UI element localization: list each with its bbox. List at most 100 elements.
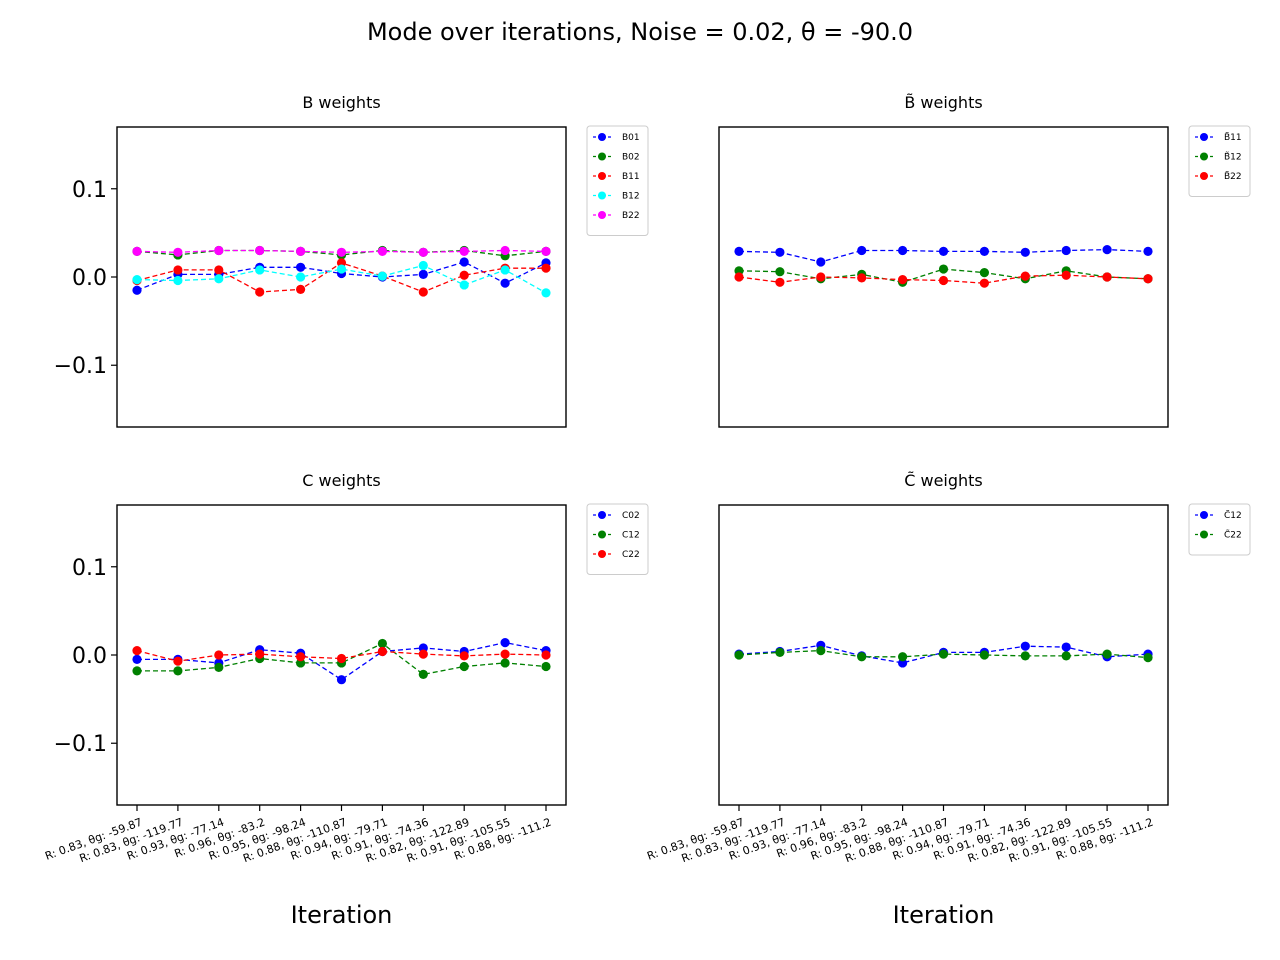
y-tick-label: 0.0 (72, 266, 107, 291)
y-tick-label: 0.0 (72, 644, 107, 669)
data-point (857, 273, 867, 283)
legend-label: B22 (622, 211, 640, 221)
data-point (816, 272, 826, 282)
data-point (418, 269, 428, 279)
data-point (541, 263, 551, 273)
data-point (1061, 245, 1071, 256)
data-point (296, 272, 306, 282)
legend-marker (598, 172, 606, 180)
data-point (816, 257, 826, 267)
data-point (459, 661, 469, 672)
data-point (1020, 247, 1030, 257)
data-point (418, 669, 428, 680)
data-point (459, 280, 469, 290)
y-tick-label: −0.1 (54, 354, 107, 379)
series-line (136, 264, 547, 294)
data-point (775, 277, 785, 287)
data-point (979, 650, 990, 660)
data-point (541, 246, 551, 257)
data-point (255, 287, 265, 297)
data-point (1020, 271, 1030, 281)
legend-label: C̃12 (1224, 509, 1242, 521)
data-point (132, 666, 142, 676)
subplot-title: C weights (302, 471, 381, 490)
data-point (132, 275, 142, 285)
legend-label: C̃22 (1224, 529, 1242, 541)
data-point (979, 246, 990, 257)
x-axis-label: Iteration (893, 901, 995, 929)
data-point (418, 649, 428, 659)
data-point (296, 284, 306, 294)
data-point (734, 246, 744, 257)
legend-marker (1200, 530, 1208, 539)
data-point (173, 247, 183, 257)
data-point (255, 649, 265, 659)
data-point (214, 662, 224, 672)
data-point (336, 264, 347, 274)
data-point (336, 675, 347, 685)
data-point (775, 267, 785, 277)
data-point (775, 647, 785, 657)
data-point (336, 247, 347, 257)
data-point (857, 245, 867, 256)
data-point (500, 658, 510, 668)
data-point (1020, 651, 1030, 661)
data-point (173, 656, 183, 666)
data-point (377, 271, 387, 281)
data-point (500, 245, 510, 256)
data-point (898, 245, 908, 256)
data-point (500, 638, 510, 648)
data-point (418, 247, 428, 257)
legend-label: C12 (622, 531, 640, 541)
series-line (136, 249, 547, 257)
data-point (775, 247, 785, 257)
data-point (377, 246, 387, 257)
data-point (1143, 274, 1153, 284)
y-tick-label: 0.1 (72, 556, 107, 581)
data-point (979, 267, 990, 278)
data-point (541, 661, 551, 672)
figure-title: Mode over iterations, Noise = 0.02, θ = … (367, 18, 913, 46)
legend-label: C22 (622, 550, 640, 560)
subplot-title: C̃ weights (904, 471, 983, 490)
legend-marker (598, 550, 606, 558)
legend-marker (598, 530, 606, 539)
data-point (938, 264, 949, 274)
data-point (214, 265, 224, 275)
series-line (137, 641, 547, 681)
legend-marker (598, 191, 606, 200)
data-point (1143, 246, 1153, 257)
data-point (214, 650, 224, 660)
legend-marker (598, 211, 606, 219)
legend-marker (1200, 152, 1208, 161)
data-point (173, 666, 183, 676)
legend-label: C02 (622, 511, 640, 521)
legend-label: B01 (622, 133, 640, 143)
subplot-2: B̃ weights B̃11 B̃12 B̃22 (718, 93, 1251, 428)
series-line (738, 649, 1149, 659)
data-point (734, 272, 744, 282)
data-point (500, 649, 510, 659)
data-point (1020, 641, 1030, 651)
data-point (459, 270, 469, 280)
data-point (132, 654, 142, 665)
axes-frame (718, 504, 1169, 806)
axes-frame (718, 126, 1169, 428)
data-point (1102, 272, 1112, 282)
legend-label: B02 (622, 153, 640, 163)
data-point (857, 652, 867, 662)
legend-marker (598, 152, 606, 161)
data-point (816, 645, 826, 656)
data-point (1061, 642, 1071, 652)
data-point (173, 265, 183, 275)
subplot-title: B weights (302, 93, 380, 112)
data-point (255, 265, 265, 275)
data-point (214, 245, 224, 256)
data-point (1061, 270, 1071, 280)
subplot-1: B weights 0.1 0.0 −0.1 B01 B02 B11 B12 B22 (54, 93, 649, 428)
data-point (1143, 653, 1153, 663)
data-point (377, 646, 387, 657)
subplot-title: B̃ weights (904, 93, 982, 112)
legend-marker (598, 133, 606, 141)
